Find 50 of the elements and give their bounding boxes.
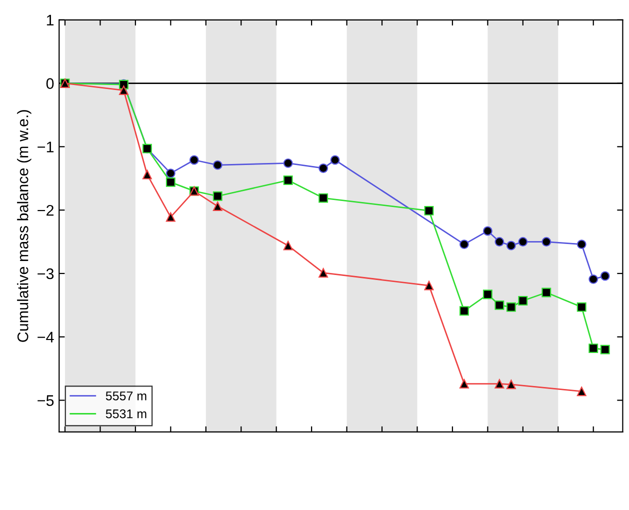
point [283, 158, 293, 168]
point [212, 160, 222, 170]
point [424, 206, 434, 216]
point [588, 344, 598, 354]
point [600, 344, 610, 354]
point [212, 191, 222, 201]
y-tick-label: −4 [38, 332, 54, 342]
y-tick-label: −5 [38, 395, 54, 406]
point [494, 300, 504, 310]
point [576, 240, 586, 250]
y-tick-label: 1 [46, 14, 54, 26]
legend-label: 5557 m [106, 392, 146, 400]
point [600, 271, 610, 281]
point [318, 193, 328, 203]
point [424, 280, 434, 290]
legend-label: 5531 m [106, 409, 146, 418]
point [212, 202, 222, 211]
point [318, 268, 328, 278]
point [482, 226, 492, 236]
point [166, 212, 176, 222]
point [576, 302, 586, 312]
point [459, 240, 469, 250]
point [506, 380, 516, 390]
point [542, 237, 552, 246]
y-tick-label: −3 [38, 268, 54, 280]
y-tick-label: −2 [38, 204, 54, 216]
point [318, 164, 328, 173]
point [506, 302, 516, 312]
point [189, 155, 199, 165]
point [283, 176, 293, 186]
point [542, 288, 552, 298]
y-axis-title: Cumulative mass balance (m w.e.) [17, 110, 32, 342]
point [459, 306, 469, 316]
point [588, 274, 598, 284]
point [482, 290, 492, 300]
y-tick-label: −1 [38, 142, 54, 152]
point [494, 379, 504, 389]
point [506, 240, 516, 250]
point [576, 386, 586, 396]
point [118, 86, 128, 95]
point [166, 177, 176, 187]
y-tick-label: 0 [46, 78, 54, 89]
point [459, 379, 469, 389]
point [494, 237, 504, 246]
point [283, 240, 293, 250]
point [330, 155, 340, 165]
point [166, 168, 176, 178]
point [518, 237, 528, 246]
point [142, 170, 152, 180]
point [518, 296, 528, 306]
